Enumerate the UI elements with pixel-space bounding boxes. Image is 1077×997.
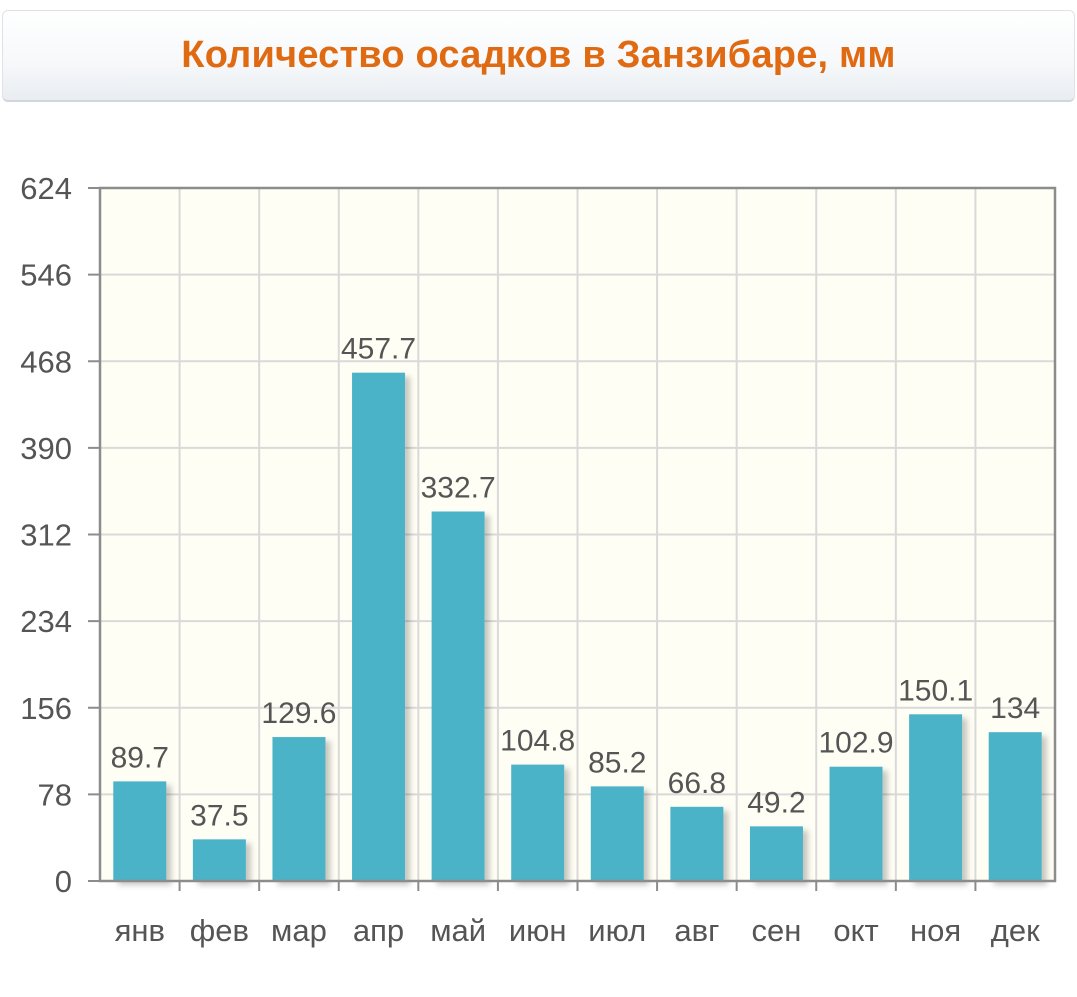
bars	[113, 372, 1042, 881]
value-label: 85.2	[588, 746, 646, 779]
value-label: 104.8	[500, 725, 575, 758]
x-tick-label: ноя	[910, 913, 961, 948]
x-tick-label: фев	[190, 913, 249, 948]
bar-фев	[192, 839, 246, 881]
x-tick-label: окт	[833, 913, 878, 948]
x-tick-label: дек	[991, 913, 1040, 948]
y-tick-label: 312	[20, 518, 72, 553]
bar-авг	[670, 806, 724, 881]
bar-сен	[749, 826, 803, 881]
y-tick-label: 390	[20, 431, 72, 466]
value-labels: 89.7 37.5 129.6 457.7 332.7 104.8 85.2 66.8 49.2…	[111, 333, 1041, 833]
y-tick-label: 78	[38, 777, 72, 812]
horizontal-gridlines	[100, 273, 1055, 796]
y-tick-label: 156	[20, 691, 72, 726]
value-label: 66.8	[668, 767, 726, 800]
value-label: 134	[990, 692, 1040, 725]
bar-янв	[113, 781, 167, 881]
rainfall-bar-chart: 89.7 37.5 129.6 457.7 332.7 104.8 85.2 66.8 49.2…	[20, 171, 1057, 948]
y-axis-ticks: 0 78 156 234 312 390 468 546 624	[20, 171, 100, 899]
y-tick-label: 468	[20, 344, 72, 379]
bar-дек	[988, 732, 1042, 881]
bar-июн	[511, 764, 565, 881]
y-tick-label: 624	[20, 171, 72, 206]
chart-area: 89.7 37.5 129.6 457.7 332.7 104.8 85.2 66.8 49.2…	[0, 150, 1077, 992]
bar-окт	[829, 766, 883, 881]
bar-ноя	[909, 714, 963, 881]
value-label: 89.7	[111, 741, 169, 774]
x-tick-label: май	[430, 913, 486, 948]
plot-frame	[98, 186, 1057, 883]
value-label: 37.5	[190, 799, 248, 832]
x-tick-label: июн	[509, 913, 567, 948]
value-label: 332.7	[421, 472, 496, 505]
chart-title: Количество осадков в Занзибаре, мм	[181, 34, 896, 76]
title-bar: Количество осадков в Занзибаре, мм	[2, 10, 1075, 102]
x-axis-ticks: янв фев мар апр май июн июл авг сен окт ноя дек	[115, 881, 1040, 948]
value-label: 129.6	[261, 697, 336, 730]
bar-июл	[590, 786, 644, 881]
x-tick-label: сен	[752, 913, 802, 948]
bar-мар	[272, 737, 326, 881]
x-tick-label: июл	[588, 913, 646, 948]
y-tick-label: 0	[55, 864, 72, 899]
value-label: 49.2	[747, 786, 805, 819]
x-tick-label: мар	[271, 913, 327, 948]
value-label: 457.7	[341, 333, 416, 366]
y-tick-label: 234	[20, 604, 72, 639]
bar-апр	[352, 372, 406, 881]
value-label: 150.1	[898, 674, 973, 707]
x-tick-label: янв	[115, 913, 165, 948]
y-tick-label: 546	[20, 258, 72, 293]
value-label: 102.9	[819, 727, 894, 760]
bar-май	[431, 511, 485, 881]
x-tick-label: апр	[353, 913, 404, 948]
x-tick-label: авг	[674, 913, 719, 948]
